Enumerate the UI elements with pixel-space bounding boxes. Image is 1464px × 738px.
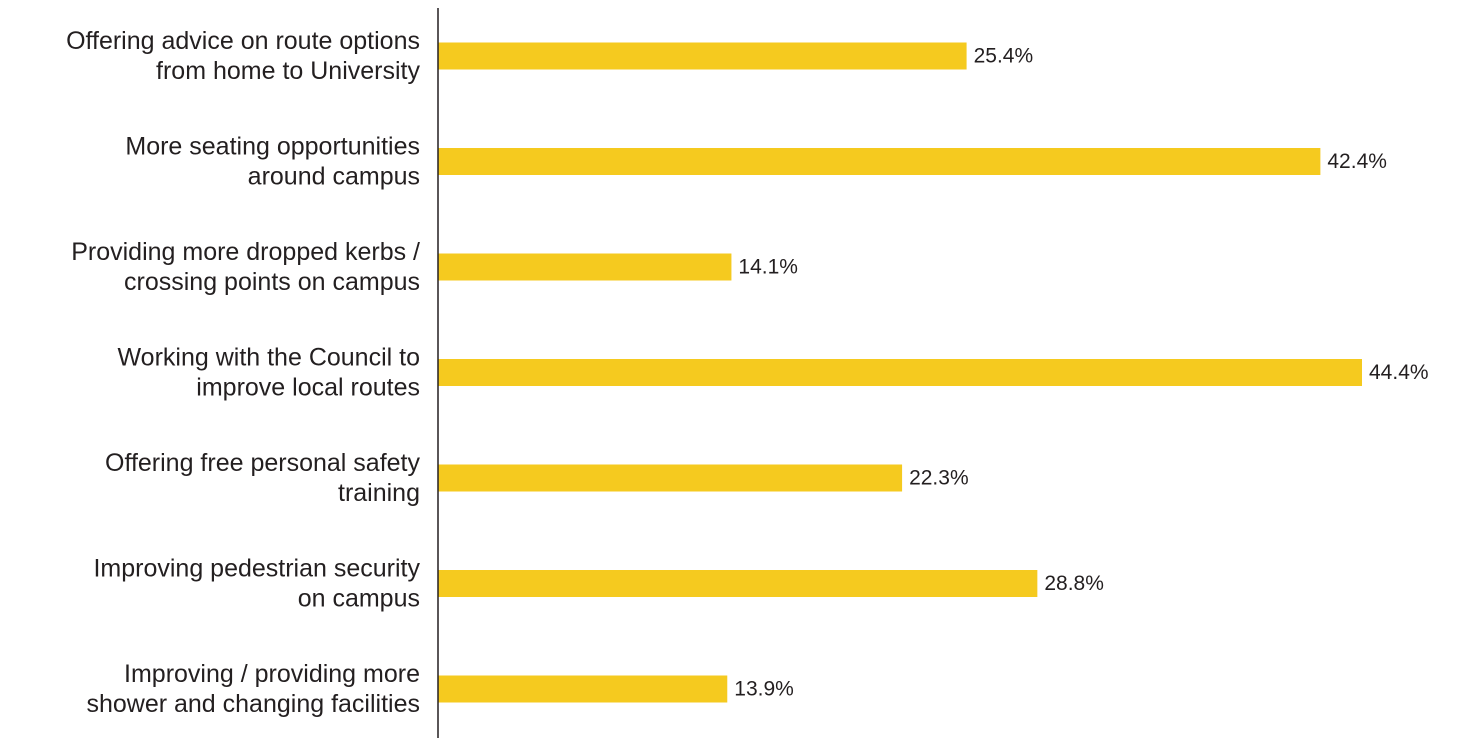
category-label-6-line-2: on campus [298, 585, 420, 613]
category-label-1-line-1: Offering advice on route options [66, 27, 420, 55]
bars-layer [438, 42, 1362, 703]
category-label-5-line-2: training [338, 479, 420, 507]
bar-6 [438, 570, 1038, 597]
bar-3 [438, 253, 732, 281]
value-label-5: 22.3% [909, 467, 969, 490]
category-label-3-line-1: Providing more dropped kerbs / [71, 238, 420, 266]
bar-2 [438, 148, 1321, 175]
category-label-7-line-1: Improving / providing more [124, 660, 420, 688]
category-label-2-line-2: around campus [248, 163, 420, 191]
category-label-6-line-1: Improving pedestrian security [93, 555, 420, 583]
value-label-7: 13.9% [734, 678, 794, 701]
value-label-2: 42.4% [1327, 150, 1387, 173]
category-label-2-line-1: More seating opportunities [125, 133, 420, 161]
category-label-4-line-1: Working with the Council to [118, 344, 420, 372]
value-label-1: 25.4% [974, 45, 1034, 68]
bar-4 [438, 359, 1362, 386]
category-label-7-line-2: shower and changing facilities [86, 690, 420, 718]
bar-5 [438, 464, 903, 492]
value-label-6: 28.8% [1044, 572, 1104, 595]
category-label-5-line-1: Offering free personal safety [105, 449, 420, 477]
value-label-3: 14.1% [738, 256, 798, 279]
category-label-1-line-2: from home to University [156, 57, 420, 85]
bar-1 [438, 42, 967, 70]
bar-7 [438, 675, 728, 703]
value-labels-layer: 25.4% 42.4% 14.1% 44.4% 22.3% 28.8% 13.9% [734, 45, 1428, 701]
value-label-4: 44.4% [1369, 361, 1429, 384]
category-label-4-line-2: improve local routes [196, 374, 420, 402]
category-label-3-line-2: crossing points on campus [124, 268, 420, 296]
